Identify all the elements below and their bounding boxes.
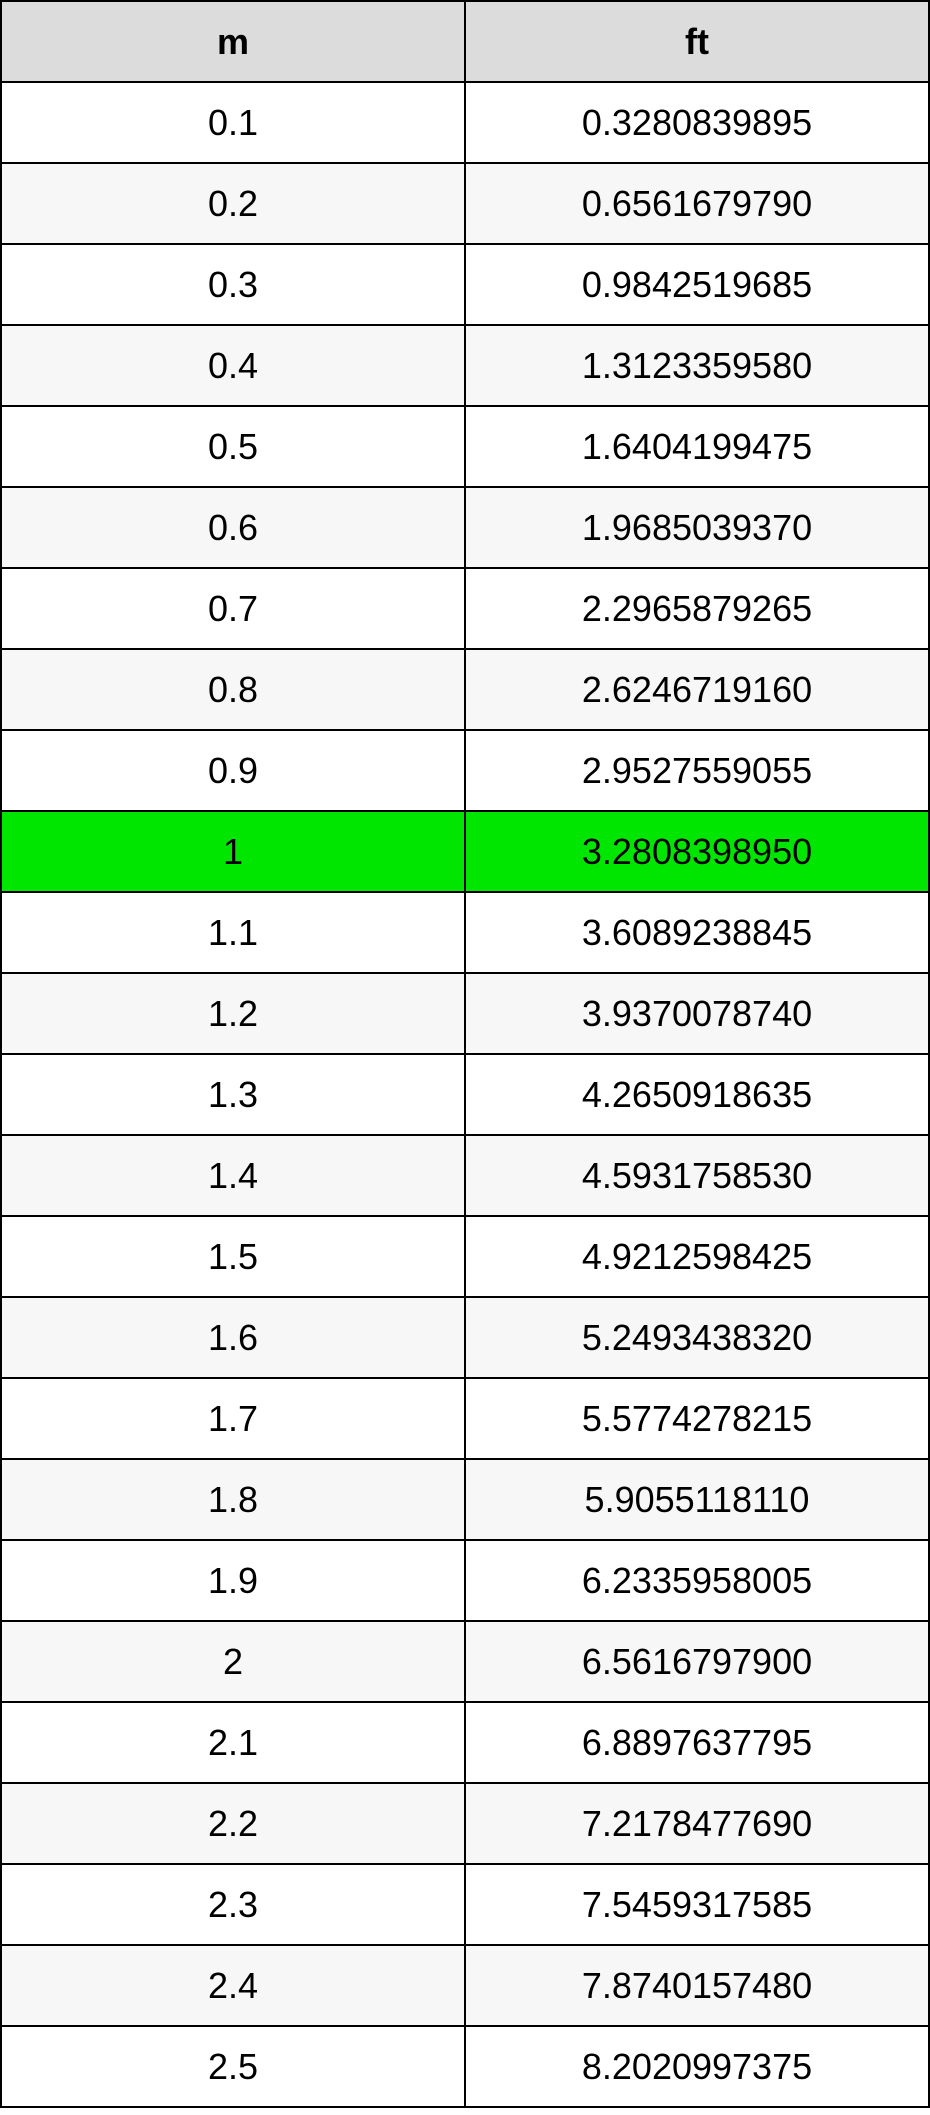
cell-m: 1.8 <box>1 1459 465 1540</box>
table-row: 0.92.9527559055 <box>1 730 929 811</box>
cell-ft: 5.5774278215 <box>465 1378 929 1459</box>
cell-m: 1.7 <box>1 1378 465 1459</box>
cell-ft: 8.2020997375 <box>465 2026 929 2107</box>
table-row: 2.16.8897637795 <box>1 1702 929 1783</box>
table-row: 1.75.5774278215 <box>1 1378 929 1459</box>
cell-ft: 7.5459317585 <box>465 1864 929 1945</box>
table-row: 0.82.6246719160 <box>1 649 929 730</box>
table-row: 1.65.2493438320 <box>1 1297 929 1378</box>
table-row: 0.72.2965879265 <box>1 568 929 649</box>
cell-ft: 6.2335958005 <box>465 1540 929 1621</box>
cell-ft: 6.5616797900 <box>465 1621 929 1702</box>
table-header-row: m ft <box>1 1 929 82</box>
table-row: 1.44.5931758530 <box>1 1135 929 1216</box>
conversion-table: m ft 0.10.32808398950.20.65616797900.30.… <box>0 0 930 2108</box>
cell-ft: 1.3123359580 <box>465 325 929 406</box>
table-row: 0.41.3123359580 <box>1 325 929 406</box>
cell-ft: 4.2650918635 <box>465 1054 929 1135</box>
table-row: 2.27.2178477690 <box>1 1783 929 1864</box>
cell-m: 2.3 <box>1 1864 465 1945</box>
cell-ft: 3.2808398950 <box>465 811 929 892</box>
cell-m: 1.3 <box>1 1054 465 1135</box>
cell-m: 1 <box>1 811 465 892</box>
cell-ft: 3.9370078740 <box>465 973 929 1054</box>
cell-ft: 5.9055118110 <box>465 1459 929 1540</box>
cell-ft: 4.9212598425 <box>465 1216 929 1297</box>
cell-m: 1.5 <box>1 1216 465 1297</box>
cell-ft: 0.3280839895 <box>465 82 929 163</box>
cell-m: 0.8 <box>1 649 465 730</box>
table-row: 1.85.9055118110 <box>1 1459 929 1540</box>
cell-ft: 1.6404199475 <box>465 406 929 487</box>
table-row: 2.47.8740157480 <box>1 1945 929 2026</box>
table-row: 1.13.6089238845 <box>1 892 929 973</box>
table-row: 0.10.3280839895 <box>1 82 929 163</box>
table-row: 1.34.2650918635 <box>1 1054 929 1135</box>
table-row: 2.37.5459317585 <box>1 1864 929 1945</box>
cell-m: 2.1 <box>1 1702 465 1783</box>
column-header-ft: ft <box>465 1 929 82</box>
cell-m: 0.9 <box>1 730 465 811</box>
cell-ft: 3.6089238845 <box>465 892 929 973</box>
cell-ft: 1.9685039370 <box>465 487 929 568</box>
cell-ft: 0.9842519685 <box>465 244 929 325</box>
cell-ft: 7.8740157480 <box>465 1945 929 2026</box>
table-row: 0.51.6404199475 <box>1 406 929 487</box>
cell-m: 0.7 <box>1 568 465 649</box>
cell-ft: 2.6246719160 <box>465 649 929 730</box>
table-row: 2.58.2020997375 <box>1 2026 929 2107</box>
cell-m: 2.4 <box>1 1945 465 2026</box>
cell-m: 1.1 <box>1 892 465 973</box>
cell-ft: 7.2178477690 <box>465 1783 929 1864</box>
cell-m: 1.6 <box>1 1297 465 1378</box>
cell-ft: 2.9527559055 <box>465 730 929 811</box>
cell-m: 0.5 <box>1 406 465 487</box>
cell-ft: 5.2493438320 <box>465 1297 929 1378</box>
table-row: 13.2808398950 <box>1 811 929 892</box>
cell-ft: 4.5931758530 <box>465 1135 929 1216</box>
cell-m: 0.6 <box>1 487 465 568</box>
table-row: 0.20.6561679790 <box>1 163 929 244</box>
table-row: 1.23.9370078740 <box>1 973 929 1054</box>
cell-m: 1.2 <box>1 973 465 1054</box>
column-header-m: m <box>1 1 465 82</box>
table-row: 0.30.9842519685 <box>1 244 929 325</box>
cell-m: 2 <box>1 1621 465 1702</box>
cell-m: 0.2 <box>1 163 465 244</box>
cell-m: 0.4 <box>1 325 465 406</box>
cell-m: 2.2 <box>1 1783 465 1864</box>
table-row: 1.96.2335958005 <box>1 1540 929 1621</box>
cell-m: 2.5 <box>1 2026 465 2107</box>
cell-m: 1.4 <box>1 1135 465 1216</box>
table-row: 26.5616797900 <box>1 1621 929 1702</box>
table-body: 0.10.32808398950.20.65616797900.30.98425… <box>1 82 929 2107</box>
cell-m: 0.1 <box>1 82 465 163</box>
table-row: 1.54.9212598425 <box>1 1216 929 1297</box>
table-row: 0.61.9685039370 <box>1 487 929 568</box>
cell-m: 0.3 <box>1 244 465 325</box>
cell-ft: 2.2965879265 <box>465 568 929 649</box>
cell-ft: 6.8897637795 <box>465 1702 929 1783</box>
cell-ft: 0.6561679790 <box>465 163 929 244</box>
cell-m: 1.9 <box>1 1540 465 1621</box>
